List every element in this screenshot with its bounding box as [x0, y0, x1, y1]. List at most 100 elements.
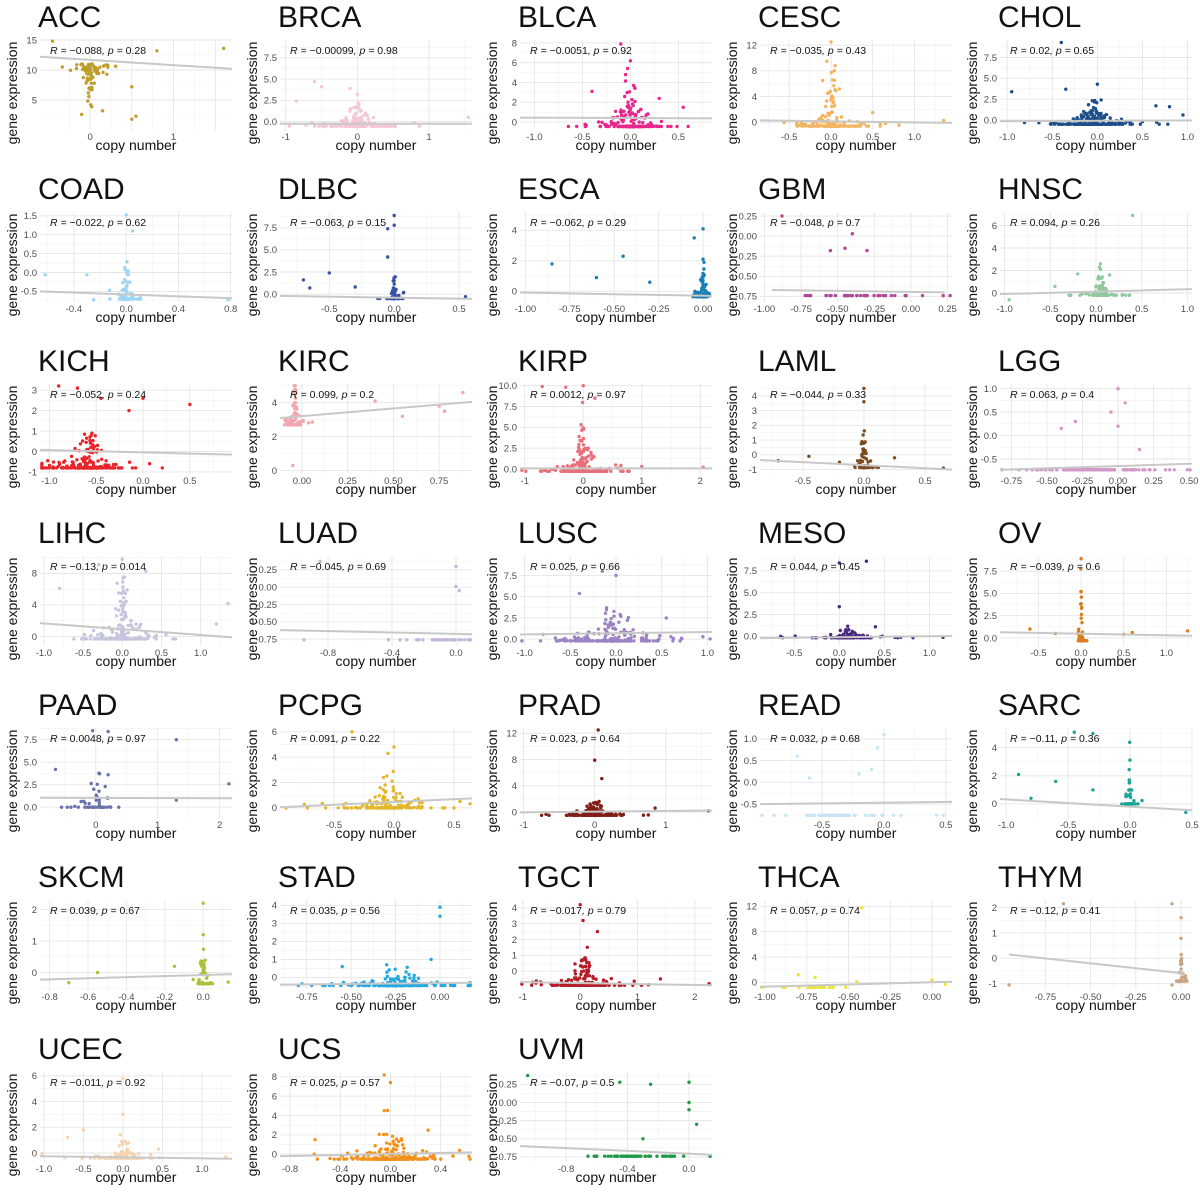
x-axis-label: copy number [96, 825, 177, 841]
y-tick-label: 2.5 [984, 611, 997, 622]
data-point [222, 47, 225, 50]
data-point [124, 297, 127, 300]
data-point [623, 628, 626, 631]
data-point [827, 124, 830, 127]
data-point [1064, 123, 1067, 126]
data-point [452, 638, 455, 641]
data-point [89, 73, 92, 76]
y-tick-label: 0 [752, 978, 757, 989]
data-point [596, 803, 599, 806]
y-tick-label: 6 [992, 221, 997, 232]
x-axis-label: copy number [576, 137, 657, 153]
data-point [604, 618, 607, 621]
x-tick-label: -0.5 [786, 648, 802, 659]
annotation-r-value: 0.039 [70, 905, 96, 917]
y-axis-label: gene expression [724, 214, 740, 317]
y-tick-label: -0.5 [981, 454, 997, 465]
y-tick-label: 2.5 [504, 443, 517, 454]
panel-title: KIRC [278, 345, 350, 378]
x-tick-label: 0.5 [672, 132, 685, 143]
annotation-p-value: 0.33 [846, 389, 867, 401]
data-point [610, 639, 613, 642]
data-point [92, 788, 95, 791]
data-point [1186, 629, 1189, 632]
annotation-p-prefix: , p = [1056, 217, 1080, 229]
data-point [642, 125, 645, 128]
annotation-r-value: −0.063 [310, 217, 343, 229]
data-point [127, 624, 130, 627]
x-axis-label: copy number [336, 481, 417, 497]
data-point [80, 62, 83, 65]
data-point [123, 278, 126, 281]
data-point [96, 633, 99, 636]
data-point [441, 806, 444, 809]
data-point [1078, 639, 1081, 642]
data-point [701, 258, 704, 261]
data-point [108, 289, 111, 292]
annotation-r-prefix: R = [290, 733, 310, 745]
data-point [864, 452, 867, 455]
data-point [1101, 468, 1104, 471]
data-point [122, 618, 125, 621]
data-point [597, 470, 600, 473]
data-point [821, 79, 824, 82]
data-point [574, 972, 577, 975]
data-point [121, 281, 124, 284]
x-tick-label: 1.0 [701, 648, 714, 659]
x-tick-label: -0.5 [75, 648, 91, 659]
data-point [205, 982, 208, 985]
data-point [1057, 122, 1060, 125]
panel-title: CESC [758, 1, 841, 34]
data-point [202, 933, 205, 936]
data-point [567, 125, 570, 128]
data-point [829, 249, 832, 252]
data-point [90, 782, 93, 785]
data-point [295, 405, 298, 408]
data-point [601, 639, 604, 642]
regression-line [40, 450, 232, 455]
y-tick-label: 4 [512, 781, 517, 792]
annotation-p-prefix: , p = [1055, 733, 1079, 745]
data-point [361, 125, 364, 128]
x-tick-label: -1 [520, 476, 528, 487]
y-axis-label: gene expression [244, 214, 260, 317]
x-axis-label: copy number [1056, 653, 1137, 669]
data-point [833, 64, 836, 67]
annotation-r-prefix: R = [290, 389, 310, 401]
data-point [942, 814, 945, 817]
data-point [599, 125, 602, 128]
y-tick-label: 12 [746, 902, 757, 913]
data-point [201, 982, 204, 985]
correlation-annotation: R = 0.025, p = 0.66 [530, 561, 620, 573]
data-point [105, 806, 108, 809]
annotation-p-prefix: , p = [342, 217, 366, 229]
x-tick-label: 1.0 [1160, 648, 1173, 659]
data-point [121, 580, 124, 583]
data-point [942, 294, 945, 297]
data-point [413, 974, 416, 977]
panel-title: BLCA [518, 1, 596, 34]
annotation-p-value: 0.014 [120, 561, 146, 573]
data-point [93, 81, 96, 84]
y-tick-label: 2 [992, 771, 997, 782]
data-point [580, 429, 583, 432]
data-point [421, 638, 424, 641]
annotation-p-value: 0.22 [359, 733, 380, 745]
x-tick-label: -1.0 [516, 648, 532, 659]
data-point [1060, 123, 1063, 126]
data-point [539, 470, 542, 473]
data-point [848, 633, 851, 636]
data-point [862, 294, 865, 297]
data-point [356, 93, 359, 96]
y-axis-label: gene expression [484, 42, 500, 145]
x-axis-label: copy number [816, 309, 897, 325]
